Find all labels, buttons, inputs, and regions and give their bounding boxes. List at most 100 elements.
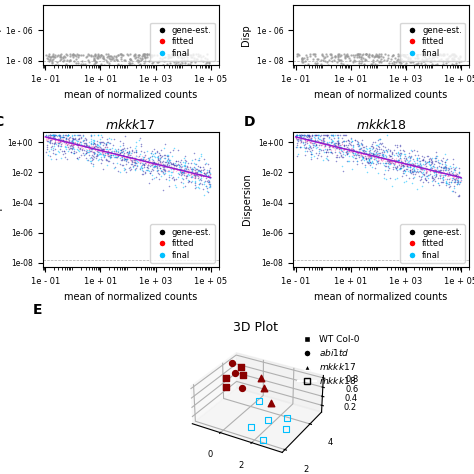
- Point: [356, 52, 363, 60]
- Point: [390, 156, 398, 164]
- Point: [89, 142, 97, 149]
- Point: [361, 60, 368, 68]
- Point: [182, 157, 190, 165]
- Point: [303, 137, 310, 144]
- Point: [363, 152, 371, 159]
- Point: [396, 154, 403, 162]
- Point: [450, 55, 458, 63]
- Point: [343, 52, 350, 60]
- Point: [432, 167, 440, 174]
- Point: [155, 166, 162, 173]
- Point: [178, 165, 185, 173]
- Point: [161, 140, 169, 148]
- Point: [89, 143, 97, 151]
- Point: [51, 51, 59, 59]
- Point: [307, 132, 314, 140]
- Point: [56, 53, 64, 61]
- Point: [329, 131, 337, 139]
- Point: [297, 131, 305, 139]
- Point: [373, 51, 381, 58]
- Point: [128, 158, 135, 165]
- Point: [409, 164, 417, 172]
- Point: [431, 173, 439, 181]
- Point: [112, 146, 119, 154]
- Point: [374, 151, 381, 158]
- Point: [337, 145, 344, 153]
- Point: [46, 131, 54, 139]
- Point: [100, 140, 108, 147]
- Point: [55, 133, 63, 140]
- Point: [340, 149, 347, 156]
- Point: [132, 159, 140, 167]
- Point: [357, 139, 365, 146]
- Point: [93, 145, 101, 152]
- Point: [299, 58, 306, 66]
- Point: [392, 149, 400, 157]
- Point: [442, 180, 450, 187]
- Point: [177, 156, 185, 164]
- Point: [302, 51, 310, 59]
- Point: [376, 136, 383, 143]
- Point: [349, 147, 357, 155]
- Point: [430, 181, 438, 189]
- Point: [368, 60, 375, 67]
- Point: [303, 55, 310, 63]
- Point: [99, 147, 107, 155]
- Point: [82, 144, 90, 151]
- Point: [185, 168, 193, 176]
- Point: [435, 52, 442, 59]
- Point: [72, 131, 79, 139]
- Point: [343, 150, 350, 157]
- Point: [315, 131, 323, 139]
- Point: [369, 145, 376, 153]
- Point: [350, 145, 357, 152]
- Point: [132, 164, 140, 172]
- Point: [294, 150, 301, 158]
- Point: [456, 168, 463, 175]
- Point: [356, 147, 364, 155]
- Point: [46, 135, 53, 142]
- Point: [195, 173, 202, 181]
- Point: [171, 181, 179, 188]
- Point: [374, 150, 381, 158]
- Point: [127, 149, 135, 156]
- Point: [191, 178, 199, 185]
- Point: [375, 58, 383, 65]
- Point: [344, 157, 351, 165]
- Point: [94, 144, 102, 151]
- Point: [100, 147, 107, 155]
- Point: [114, 152, 122, 159]
- Point: [354, 150, 361, 157]
- Point: [46, 55, 53, 63]
- Point: [337, 51, 345, 59]
- Point: [392, 155, 400, 162]
- Point: [306, 141, 313, 148]
- Point: [51, 131, 59, 139]
- Point: [305, 136, 313, 144]
- Point: [404, 55, 412, 62]
- Point: [359, 146, 366, 154]
- Point: [116, 149, 124, 157]
- Point: [178, 50, 186, 58]
- Point: [297, 131, 305, 139]
- Point: [365, 156, 373, 164]
- Point: [347, 146, 355, 154]
- Point: [170, 163, 178, 170]
- Point: [44, 137, 51, 145]
- Point: [62, 60, 69, 68]
- Point: [296, 135, 303, 142]
- Point: [394, 152, 402, 160]
- Point: [110, 52, 118, 59]
- Point: [308, 137, 315, 145]
- Point: [403, 161, 411, 168]
- Point: [124, 149, 131, 156]
- Point: [319, 52, 327, 60]
- Point: [202, 182, 210, 190]
- Point: [402, 54, 410, 61]
- Point: [292, 132, 300, 140]
- Point: [374, 159, 382, 166]
- Point: [365, 155, 373, 163]
- Point: [360, 151, 367, 158]
- Point: [325, 134, 332, 141]
- Point: [444, 168, 451, 176]
